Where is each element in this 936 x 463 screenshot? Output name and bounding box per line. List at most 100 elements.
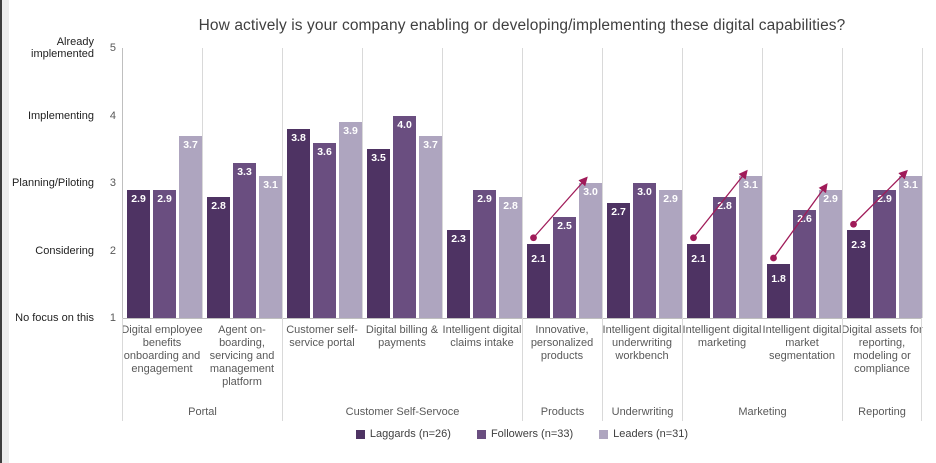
group-label: Customer Self-Servoce — [345, 406, 460, 418]
bar-value-label: 2.9 — [477, 192, 492, 205]
trend-dot — [850, 220, 857, 228]
bar-value-label: 3.0 — [637, 186, 652, 198]
group-cell: Customer Self-Servoce — [282, 318, 522, 421]
category-label: Customer self- service portal — [286, 324, 358, 349]
bar-series2-cat10: 2.9 — [873, 189, 896, 318]
gridline — [442, 48, 443, 318]
group-label: Products — [540, 406, 585, 418]
category-label: Intelligent digital market segmentation — [762, 324, 842, 362]
group-cell: Reporting — [842, 318, 922, 421]
bar-series3-cat2: 3.1 — [259, 176, 282, 318]
bar-value-label: 3.0 — [583, 186, 598, 198]
bar-value-label: 3.9 — [343, 125, 358, 138]
bar-series3-cat6: 3.0 — [579, 183, 602, 318]
gridline — [202, 48, 203, 318]
bar-value-label: 2.6 — [797, 213, 812, 225]
category-label: Innovative, personalized products — [530, 324, 594, 362]
screenshot-left-edge — [0, 0, 2, 463]
bar-value-label: 2.3 — [451, 233, 466, 246]
y-axis-tick-value: 1 — [109, 312, 116, 324]
group-cell: Marketing — [682, 318, 842, 421]
chart-title: How actively is your company enabling or… — [198, 17, 846, 34]
gridline — [762, 48, 763, 318]
bar-value-label: 2.3 — [851, 239, 866, 252]
bar-value-label: 2.1 — [691, 252, 706, 265]
bar-series3-cat1: 3.7 — [179, 135, 202, 318]
group-cell: Portal — [122, 318, 282, 421]
trend-dot — [770, 254, 777, 262]
bar-series1-cat4: 3.5 — [367, 149, 390, 318]
bar-series3-cat4: 3.7 — [419, 135, 442, 318]
group-label: Underwriting — [611, 406, 674, 418]
group-cell: Products — [522, 318, 602, 421]
y-axis-tick-value: 4 — [109, 109, 116, 122]
bar-series3-cat7: 2.9 — [659, 189, 682, 318]
gridline — [362, 48, 363, 318]
gridline — [522, 48, 523, 318]
bar-value-label: 2.9 — [663, 192, 678, 205]
y-axis-tick-value: 2 — [109, 244, 116, 257]
bar-value-label: 3.1 — [743, 179, 758, 192]
category-label: Digital billing & payments — [365, 324, 439, 349]
bar-series1-cat10: 2.3 — [847, 230, 870, 318]
bar-value-label: 3.6 — [317, 145, 332, 158]
y-axis-tick-label: Planning/Piloting — [12, 177, 94, 189]
y-axis-tick-label: Already implemented — [31, 36, 94, 60]
gridline — [842, 48, 843, 318]
bar-value-label: 3.8 — [291, 132, 306, 144]
bar-series3-cat3: 3.9 — [339, 122, 362, 318]
bar-value-label: 3.7 — [183, 138, 198, 151]
bar-value-label: 3.1 — [903, 179, 918, 192]
trend-arrow — [692, 169, 748, 239]
bar-series1-cat2: 2.8 — [207, 196, 230, 318]
category-label: Agent on- boarding, servicing and manage… — [209, 324, 275, 388]
gridline — [682, 48, 683, 318]
bar-value-label: 2.9 — [877, 192, 892, 205]
bar-series1-cat8: 2.1 — [687, 243, 710, 318]
legend-label: Followers (n=33) — [490, 428, 574, 440]
bar-series2-cat1: 2.9 — [153, 189, 176, 318]
legend-label: Leaders (n=31) — [613, 428, 689, 440]
group-label: Marketing — [738, 406, 787, 418]
bar-series1-cat5: 2.3 — [447, 230, 470, 318]
gridline — [282, 48, 283, 318]
bar-series2-cat9: 2.6 — [793, 210, 816, 318]
legend-swatch-icon — [476, 429, 486, 439]
screenshot-left-gutter — [2, 0, 9, 463]
category-label: Digital assets for reporting, modeling o… — [841, 324, 923, 375]
bar-value-label: 2.7 — [611, 206, 626, 219]
bar-value-label: 2.9 — [157, 192, 172, 205]
y-axis-tick-value: 5 — [109, 42, 116, 54]
trend-arrow — [533, 176, 588, 239]
y-axis-tick-label: No focus on this — [15, 312, 94, 324]
y-axis-tick-label: Considering — [35, 244, 94, 257]
bar-value-label: 2.9 — [823, 192, 838, 205]
bar-series1-cat1: 2.9 — [127, 189, 150, 318]
gridline — [602, 48, 603, 318]
bar-series1-cat6: 2.1 — [527, 243, 550, 318]
legend: Laggards (n=26) Followers (n=33) Leaders (… — [122, 428, 922, 440]
legend-swatch-icon — [355, 429, 365, 439]
legend-swatch-icon — [599, 429, 609, 439]
legend-item: Followers (n=33) — [476, 428, 574, 440]
bar-series1-cat7: 2.7 — [607, 203, 630, 318]
bar-series3-cat10: 3.1 — [899, 176, 922, 318]
gridline — [922, 48, 923, 318]
trend-arrow — [772, 183, 828, 259]
category-label: Intelligent digital claims intake — [442, 324, 522, 349]
trend-arrow-layer — [530, 169, 908, 262]
bar-series2-cat7: 3.0 — [633, 183, 656, 318]
group-label: Portal — [188, 406, 217, 418]
legend-item: Laggards (n=26) — [355, 428, 451, 440]
category-label: Digital employee benefits onboarding and… — [121, 324, 203, 375]
bar-value-label: 2.5 — [557, 219, 572, 232]
bar-series2-cat4: 4.0 — [393, 115, 416, 318]
bar-value-label: 2.8 — [503, 199, 518, 212]
bar-value-label: 2.8 — [211, 199, 226, 212]
bar-series2-cat6: 2.5 — [553, 216, 576, 318]
bar-series3-cat8: 3.1 — [739, 176, 762, 318]
bar-value-label: 3.1 — [263, 179, 278, 192]
legend-label: Laggards (n=26) — [369, 428, 451, 440]
bar-value-label: 3.7 — [423, 138, 438, 151]
trend-arrow — [853, 169, 908, 225]
